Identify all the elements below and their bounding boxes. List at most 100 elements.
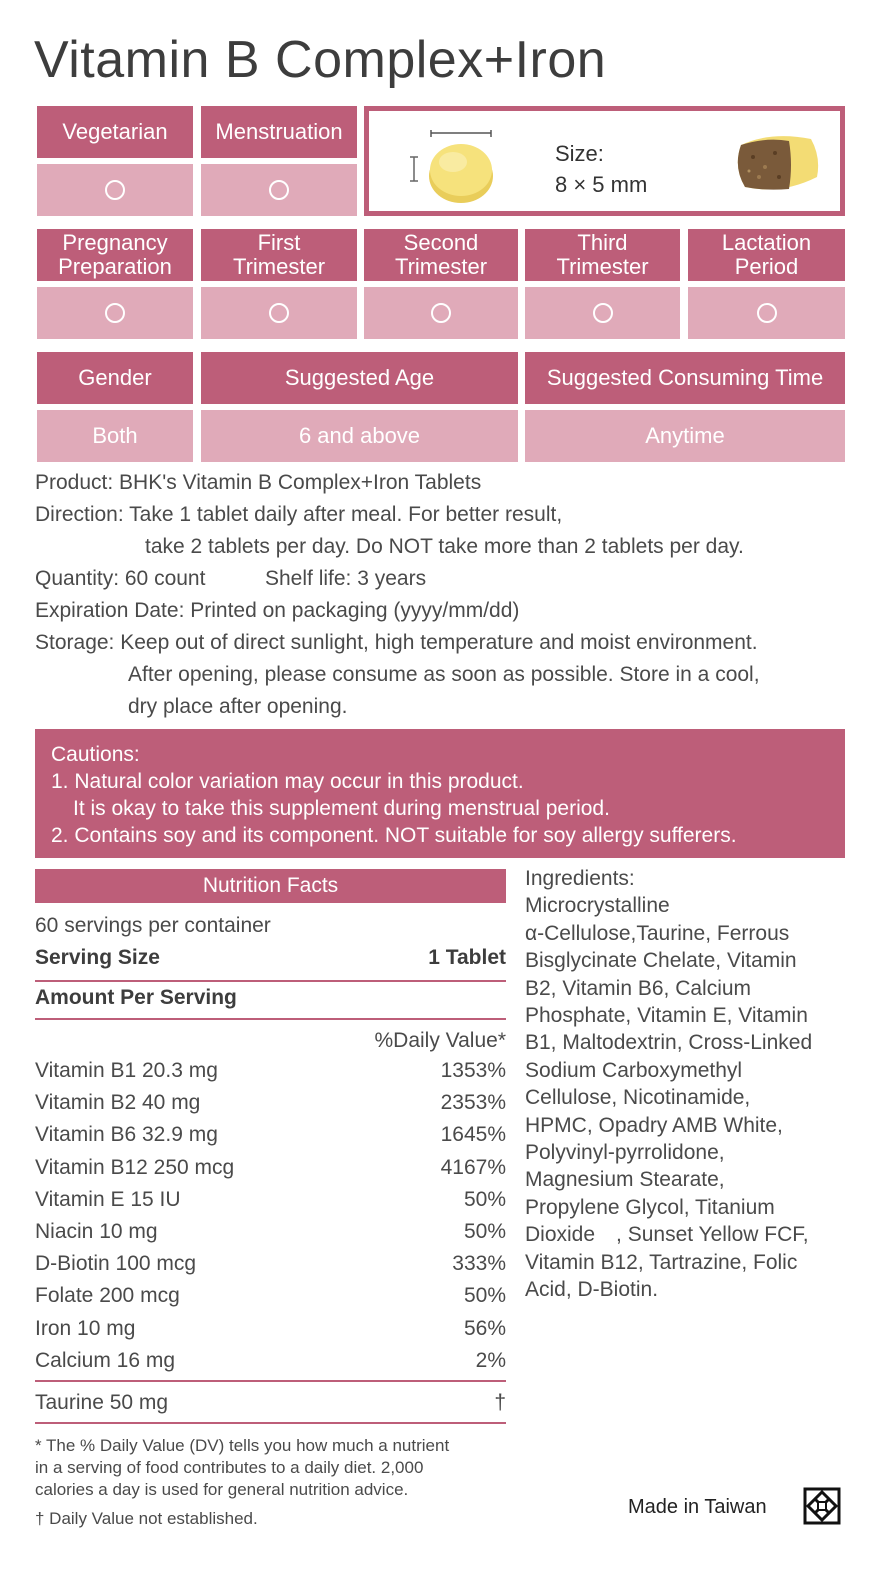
height-marker-icon xyxy=(410,156,418,182)
serving-size-value: 1 Tablet xyxy=(428,946,506,969)
ingredient-line: Polyvinyl-pyrrolidone, xyxy=(525,1141,725,1165)
tablet-size-box: Size: 8 × 5 mm xyxy=(364,106,845,216)
ingredient-line: B2, Vitamin B6, Calcium xyxy=(525,976,752,1000)
size-value: 8 × 5 mm xyxy=(555,172,648,197)
ingredients-heading: Ingredients: xyxy=(525,867,635,890)
suitable-mark-icon xyxy=(105,303,125,323)
storage-line-2: After opening, please consume as soon as… xyxy=(128,663,760,686)
nutrient-dv: 2353% xyxy=(440,1091,506,1115)
dagger-footnote: † Daily Value not established. xyxy=(35,1509,258,1528)
quantity: Quantity: 60 count xyxy=(35,567,206,590)
suitable-mark-icon xyxy=(592,303,613,323)
nutrient-name: Vitamin B6 32.9 mg xyxy=(35,1123,218,1147)
ingredient-line: Magnesium Stearate, xyxy=(525,1168,725,1192)
suggested-age-value: 6 and above xyxy=(201,410,518,462)
menstruation-mark-cell xyxy=(201,164,357,216)
taurine-row: Taurine 50 mg † xyxy=(35,1391,506,1415)
nutrient-row: D-Biotin 100 mcg 333% xyxy=(35,1252,506,1276)
ingredient-line: HPMC, Opadry AMB White, xyxy=(525,1113,783,1137)
suitable-mark-icon xyxy=(105,180,125,200)
storage-line-1: Storage: Keep out of direct sunlight, hi… xyxy=(35,631,758,654)
vegetarian-mark-cell xyxy=(37,164,193,216)
pregnancy-preparation-header: Pregnancy Preparation xyxy=(37,229,193,281)
nutrition-divider xyxy=(35,1380,506,1382)
menstruation-header: Menstruation xyxy=(201,106,357,158)
ingredients-block: Ingredients: Microcrystalline α-Cellulose… xyxy=(525,865,850,1304)
nutrient-name: Folate 200 mcg xyxy=(35,1284,180,1308)
ingredient-line: Acid, D-Biotin. xyxy=(525,1278,659,1302)
nutrient-dv: 50% xyxy=(463,1284,506,1308)
servings-per-container: 60 servings per container xyxy=(35,914,271,937)
gender-value: Both xyxy=(37,410,193,462)
ingredient-line: Bisglycinate Chelate, Vitamin xyxy=(525,949,797,973)
nutrient-dv: 1645% xyxy=(440,1123,506,1147)
second-trimester-header: Second Trimester xyxy=(364,229,518,281)
lactation-period-mark-cell xyxy=(688,287,845,339)
nutrient-dv: 333% xyxy=(452,1252,506,1276)
suitable-mark-icon xyxy=(431,303,451,323)
nutrient-row: Vitamin B6 32.9 mg 1645% xyxy=(35,1123,506,1147)
nutrient-name: Niacin 10 mg xyxy=(35,1220,158,1243)
caution-1-continued: It is okay to take this supplement durin… xyxy=(73,797,610,820)
nutrient-name: D-Biotin 100 mcg xyxy=(35,1252,197,1276)
ingredients-list: Microcrystalline α-Cellulose,Taurine, Fer… xyxy=(525,892,850,1303)
nutrient-dv: 56% xyxy=(463,1316,506,1340)
cautions-box: Cautions: 1. Natural color variation may… xyxy=(35,729,845,858)
serving-size-row: Serving Size 1 Tablet xyxy=(35,946,506,970)
nutrition-facts-header: Nutrition Facts xyxy=(35,869,506,903)
direction-line-1: Direction: Take 1 tablet daily after mea… xyxy=(35,503,563,526)
suitable-mark-icon xyxy=(269,303,289,323)
first-trimester-header: First Trimester xyxy=(201,229,357,281)
page-title: Vitamin B Complex+Iron xyxy=(34,31,607,89)
ingredient-line: Microcrystalline xyxy=(525,894,670,918)
ingredient-line: Propylene Glycol, Titanium xyxy=(525,1195,775,1219)
second-trimester-mark-cell xyxy=(364,287,518,339)
nutrient-dv: 50% xyxy=(463,1220,506,1243)
direction-line-2: take 2 tablets per day. Do NOT take more… xyxy=(145,535,744,558)
nutrient-dv: 2% xyxy=(475,1348,506,1372)
suitable-mark-icon xyxy=(269,180,289,200)
nutrient-dv: 4167% xyxy=(440,1155,506,1179)
ingredient-line: Cellulose, Nicotinamide, xyxy=(525,1086,751,1110)
ingredient-line: α-Cellulose,Taurine, Ferrous xyxy=(525,921,790,945)
third-trimester-header: Third Trimester xyxy=(525,229,680,281)
shelf-life: Shelf life: 3 years xyxy=(265,567,427,590)
nutrient-row: Vitamin B12 250 mcg 4167% xyxy=(35,1156,506,1180)
dv-footnote: * The % Daily Value (DV) tells you how m… xyxy=(35,1436,450,1499)
nutrient-row: Vitamin E 15 IU 50% xyxy=(35,1188,506,1212)
ingredient-line: B1, Maltodextrin, Cross-Linked xyxy=(525,1031,813,1055)
nutrient-row: Iron 10 mg 56% xyxy=(35,1317,506,1341)
nutrient-row: Niacin 10 mg 50% xyxy=(35,1220,506,1244)
made-in-taiwan: Made in Taiwan xyxy=(628,1496,767,1518)
pregnancy-preparation-mark-cell xyxy=(37,287,193,339)
nutrient-row: Calcium 16 mg 2% xyxy=(35,1349,506,1373)
nutrient-name: Vitamin B12 250 mcg xyxy=(35,1155,235,1179)
nutrient-name: Vitamin E 15 IU xyxy=(35,1187,181,1211)
ingredient-line: Dioxide , Sunset Yellow FCF, xyxy=(525,1223,809,1247)
size-info: Size: 8 × 5 mm xyxy=(555,138,647,200)
daily-value-header: %Daily Value* xyxy=(374,1029,506,1052)
recycle-icon xyxy=(803,1487,841,1525)
nutrition-divider xyxy=(35,980,506,982)
expiration-date: Expiration Date: Printed on packaging (y… xyxy=(35,599,520,622)
serving-size-label: Serving Size xyxy=(35,946,160,969)
gender-header: Gender xyxy=(37,352,193,404)
third-trimester-mark-cell xyxy=(525,287,680,339)
suitable-mark-icon xyxy=(756,303,777,323)
ingredient-line: Sodium Carboxymethyl xyxy=(525,1058,743,1082)
product-name: Product: BHK's Vitamin B Complex+Iron Ta… xyxy=(35,471,482,494)
nutrition-divider xyxy=(35,1018,506,1020)
caution-2: 2. Contains soy and its component. NOT s… xyxy=(51,824,737,847)
nutrient-name: Iron 10 mg xyxy=(35,1316,136,1340)
nutrient-name: Vitamin B1 20.3 mg xyxy=(35,1059,218,1082)
ingredient-line: Vitamin B12, Tartrazine, Folic xyxy=(525,1250,798,1274)
cautions-heading: Cautions: xyxy=(51,743,140,766)
nutrition-divider xyxy=(35,1422,506,1424)
first-trimester-mark-cell xyxy=(201,287,357,339)
caution-1: 1. Natural color variation may occur in … xyxy=(51,770,524,793)
suggested-age-header: Suggested Age xyxy=(201,352,518,404)
storage-line-3: dry place after opening. xyxy=(128,695,348,718)
amount-per-serving: Amount Per Serving xyxy=(35,986,237,1009)
vegetarian-header: Vegetarian xyxy=(37,106,193,158)
suggested-time-value: Anytime xyxy=(525,410,845,462)
